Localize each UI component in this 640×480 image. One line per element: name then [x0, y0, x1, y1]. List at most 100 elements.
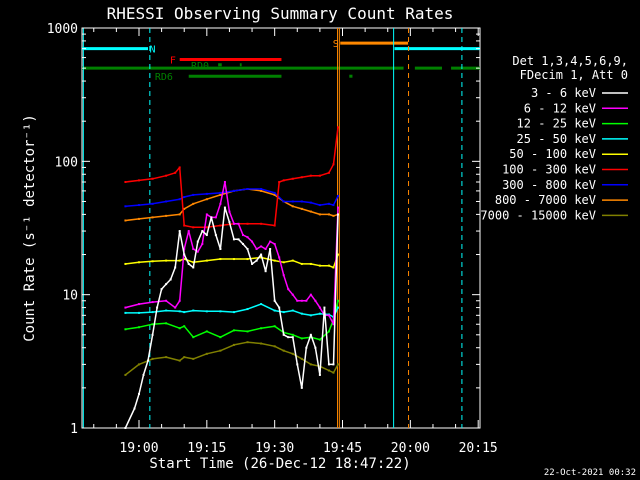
y-tick-label-1: 10 [62, 289, 78, 304]
series-point-7-16 [309, 210, 312, 213]
series-point-3-10 [246, 308, 249, 311]
series-point-1-8 [192, 248, 195, 251]
series-point-8-9 [232, 343, 235, 346]
legend-label-0: 3 - 6 keV [531, 86, 596, 100]
series-point-2-14 [291, 333, 294, 336]
series-point-3-20 [336, 306, 339, 309]
series-point-2-5 [183, 325, 186, 328]
series-point-5-9 [219, 224, 222, 227]
series-point-1-15 [223, 180, 226, 183]
series-point-7-17 [318, 213, 321, 216]
series-point-8-15 [300, 357, 303, 360]
series-point-4-8 [219, 258, 222, 261]
series-point-1-28 [282, 274, 285, 277]
series-point-3-2 [151, 311, 154, 314]
series-point-4-7 [205, 259, 208, 262]
x-tick-label-1: 19:15 [187, 441, 226, 456]
series-point-1-4 [174, 306, 177, 309]
series-point-4-0 [124, 262, 127, 265]
series-point-0-9 [169, 278, 172, 281]
series-point-8-5 [183, 356, 186, 359]
series-point-1-2 [151, 301, 154, 304]
mode-change-lines [82, 28, 463, 428]
series-point-0-42 [318, 373, 321, 376]
series-point-1-16 [228, 210, 231, 213]
series-point-1-17 [232, 222, 235, 225]
series-line-6 [125, 188, 339, 208]
y-tick-label-2: 100 [55, 155, 78, 170]
series-point-0-0 [124, 427, 127, 429]
series-point-1-40 [336, 206, 339, 209]
series-point-0-35 [287, 336, 290, 339]
series-point-0-30 [264, 270, 267, 273]
series-point-2-2 [151, 323, 154, 326]
series-point-5-22 [336, 126, 339, 129]
series-point-5-12 [260, 222, 263, 225]
series-point-0-11 [178, 230, 181, 233]
series-point-1-13 [214, 216, 217, 219]
legend-label-3: 25 - 50 keV [517, 132, 596, 146]
series-point-7-5 [183, 207, 186, 210]
series-point-2-20 [336, 299, 339, 302]
series-point-1-32 [300, 299, 303, 302]
series-point-4-17 [318, 264, 321, 267]
series-point-3-17 [318, 312, 321, 315]
series-point-1-18 [237, 222, 240, 225]
series-point-4-6 [192, 261, 195, 264]
series-point-0-2 [137, 392, 140, 395]
series-point-0-38 [300, 386, 303, 389]
series-point-2-8 [219, 336, 222, 339]
series-point-0-13 [187, 262, 190, 265]
status-bars: N S F RD0 RD6 [82, 39, 480, 83]
series-point-2-18 [327, 330, 330, 333]
series-point-8-11 [260, 342, 263, 345]
series-point-0-33 [278, 306, 281, 309]
x-axis-ticks: 19:00 19:15 19:30 19:45 20:00 20:15 [93, 28, 498, 456]
series-point-2-15 [300, 337, 303, 340]
series-point-8-19 [332, 371, 335, 374]
series-point-0-31 [269, 248, 272, 251]
series-point-6-8 [219, 191, 222, 194]
legend-label-1: 6 - 12 keV [524, 101, 596, 115]
series-point-0-1 [133, 407, 136, 410]
series-point-1-38 [327, 314, 330, 317]
series-point-6-10 [246, 188, 249, 191]
series-point-1-39 [332, 323, 335, 326]
series-point-8-2 [151, 357, 154, 360]
series-point-1-3 [165, 299, 168, 302]
series-point-0-24 [237, 238, 240, 241]
series-point-7-11 [260, 189, 263, 192]
series-point-6-15 [300, 200, 303, 203]
series-point-5-21 [332, 163, 335, 166]
series-point-5-17 [300, 176, 303, 179]
series-point-1-29 [287, 288, 290, 291]
legend-label-7: 800 - 7000 keV [495, 193, 596, 207]
series-point-5-8 [205, 226, 208, 229]
series-point-1-24 [264, 248, 267, 251]
series-point-6-1 [137, 204, 140, 207]
series-point-6-3 [165, 200, 168, 203]
series-point-6-7 [205, 192, 208, 195]
x-tick-label-5: 20:15 [459, 441, 498, 456]
series-point-0-26 [246, 248, 249, 251]
series-point-6-4 [178, 198, 181, 201]
x-tick-label-0: 19:00 [119, 441, 158, 456]
legend-header-line-2: FDecim 1, Att 0 [520, 68, 628, 82]
series-line-5 [125, 127, 339, 229]
series-point-0-16 [201, 230, 204, 233]
series-point-6-14 [291, 200, 294, 203]
series-point-3-13 [282, 311, 285, 314]
series-point-4-16 [309, 262, 312, 265]
series-point-8-6 [192, 357, 195, 360]
series-point-3-14 [291, 309, 294, 312]
series-point-8-1 [137, 363, 140, 366]
series-point-1-9 [196, 250, 199, 253]
series-point-0-43 [323, 306, 326, 309]
series-point-2-6 [192, 336, 195, 339]
series-point-0-29 [260, 253, 263, 256]
series-point-6-20 [336, 194, 339, 197]
series-point-7-19 [332, 214, 335, 217]
series-point-3-6 [192, 309, 195, 312]
series-point-0-21 [223, 206, 226, 209]
series-point-1-1 [137, 303, 140, 306]
